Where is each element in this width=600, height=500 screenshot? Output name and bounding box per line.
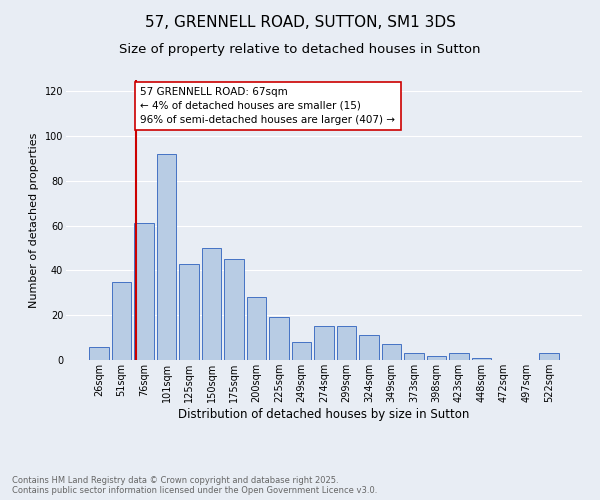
Bar xyxy=(134,224,154,360)
Bar xyxy=(382,344,401,360)
Bar xyxy=(157,154,176,360)
Bar xyxy=(112,282,131,360)
Y-axis label: Number of detached properties: Number of detached properties xyxy=(29,132,39,308)
Bar xyxy=(314,326,334,360)
Bar xyxy=(404,354,424,360)
Bar xyxy=(539,354,559,360)
Text: 57, GRENNELL ROAD, SUTTON, SM1 3DS: 57, GRENNELL ROAD, SUTTON, SM1 3DS xyxy=(145,15,455,30)
Bar xyxy=(292,342,311,360)
X-axis label: Distribution of detached houses by size in Sutton: Distribution of detached houses by size … xyxy=(178,408,470,421)
Bar xyxy=(427,356,446,360)
Text: Contains HM Land Registry data © Crown copyright and database right 2025.
Contai: Contains HM Land Registry data © Crown c… xyxy=(12,476,377,495)
Text: Size of property relative to detached houses in Sutton: Size of property relative to detached ho… xyxy=(119,42,481,56)
Bar xyxy=(202,248,221,360)
Bar xyxy=(179,264,199,360)
Bar xyxy=(224,259,244,360)
Bar xyxy=(472,358,491,360)
Bar xyxy=(337,326,356,360)
Bar xyxy=(359,336,379,360)
Bar xyxy=(269,318,289,360)
Bar xyxy=(449,354,469,360)
Bar xyxy=(247,298,266,360)
Text: 57 GRENNELL ROAD: 67sqm
← 4% of detached houses are smaller (15)
96% of semi-det: 57 GRENNELL ROAD: 67sqm ← 4% of detached… xyxy=(140,86,395,124)
Bar xyxy=(89,346,109,360)
